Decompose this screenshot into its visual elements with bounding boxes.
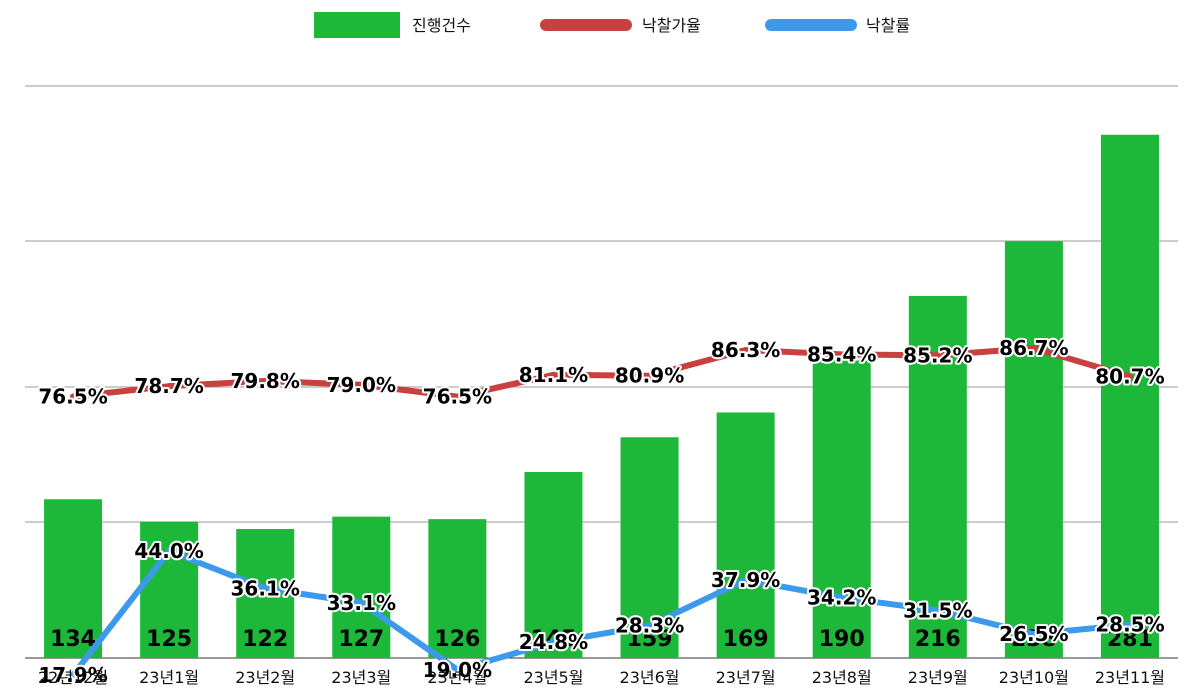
x-axis-ticks: 22년12월 23년1월 23년2월 23년3월 23년4월 23년5월 23년6월 23년7… <box>38 668 1165 687</box>
gridlines <box>25 85 1178 659</box>
legend-item-2: 낙찰가율 <box>540 16 701 35</box>
bar-23-10- <box>1004 241 1063 659</box>
x-tick-label: 23년1월 <box>139 668 199 687</box>
point-value-label: 44.0% <box>134 539 203 563</box>
line-point <box>454 393 461 400</box>
legend-label: 낙찰가율 <box>642 16 701 35</box>
legend-swatch <box>765 19 857 31</box>
line-point <box>1030 631 1037 638</box>
legend-swatch <box>314 12 400 38</box>
line-point <box>934 607 941 614</box>
point-value-label: 80.9% <box>615 364 684 388</box>
bar-23-11- <box>1100 134 1159 659</box>
line-point <box>742 347 749 354</box>
line-point <box>742 576 749 583</box>
line-point <box>166 383 173 390</box>
point-value-label: 79.0% <box>327 373 396 397</box>
x-tick-label: 23년10월 <box>999 668 1069 687</box>
point-value-label: 33.1% <box>327 591 396 615</box>
line-bid-rate <box>70 345 1133 400</box>
x-tick-label: 23년9월 <box>908 668 968 687</box>
bar-23-7- <box>716 412 775 658</box>
line-point <box>838 351 845 358</box>
point-value-label: 17.9% <box>38 663 107 687</box>
x-tick-label: 23년2월 <box>235 668 295 687</box>
bar-22-12- <box>44 499 103 658</box>
point-value-label: 37.9% <box>711 568 780 592</box>
bar-value-label: 169 <box>723 627 769 652</box>
line-point <box>262 585 269 592</box>
legend-item-3: 낙찰률 <box>765 16 910 35</box>
line-point <box>1030 345 1037 352</box>
bar-23-1- <box>140 521 199 658</box>
bar-23-8- <box>812 360 871 658</box>
point-value-label: 76.5% <box>38 385 107 409</box>
line-point <box>70 671 77 678</box>
point-value-label: 76.5% <box>423 385 492 409</box>
legend-swatch <box>540 19 632 31</box>
bar-value-label: 281 <box>1107 627 1153 652</box>
bar-value-label: 122 <box>242 627 288 652</box>
bar-23-3- <box>332 516 391 658</box>
line-point <box>262 377 269 384</box>
legend: 진행건수 낙찰가율 낙찰률 <box>314 12 910 38</box>
point-value-label: 79.8% <box>231 369 300 393</box>
x-tick-label: 23년6월 <box>620 668 680 687</box>
point-value-label: 36.1% <box>231 577 300 601</box>
bar-value-label: 126 <box>434 627 480 652</box>
point-value-label: 31.5% <box>903 598 972 622</box>
line-win-rate <box>70 548 1133 678</box>
x-tick-label: 23년4월 <box>427 668 487 687</box>
bar-series: 134125122127126145159169190216238281 <box>44 134 1159 659</box>
x-tick-label: 23년3월 <box>331 668 391 687</box>
line-series: 76.5% 78.7% 79.8% 79.0% 76.5% 81.1% 80.9% 86.3%… <box>36 334 1166 689</box>
line-point <box>550 371 557 378</box>
point-value-label: 85.4% <box>807 342 876 366</box>
bar-value-label: 125 <box>146 627 192 652</box>
x-tick-label: 23년11월 <box>1095 668 1165 687</box>
line-point <box>646 372 653 379</box>
point-value-label: 34.2% <box>807 586 876 610</box>
legend-label: 진행건수 <box>412 16 471 35</box>
bar-23-6- <box>620 437 679 658</box>
point-value-label: 80.7% <box>1095 365 1164 389</box>
point-value-label: 28.3% <box>615 614 684 638</box>
x-tick-label: 23년5월 <box>523 668 583 687</box>
line-point <box>550 639 557 646</box>
line-point <box>838 594 845 601</box>
line-point <box>1126 621 1133 628</box>
line-point <box>70 393 77 400</box>
legend-item-1: 진행건수 <box>314 12 471 38</box>
bar-value-label: 127 <box>338 627 384 652</box>
line-point <box>358 381 365 388</box>
point-value-label: 78.7% <box>134 374 203 398</box>
bar-value-label: 190 <box>819 627 865 652</box>
line-point <box>646 622 653 629</box>
point-value-label: 19.0% <box>423 658 492 682</box>
legend-label: 낙찰률 <box>866 16 910 35</box>
point-value-label: 81.1% <box>519 363 588 387</box>
line-point <box>454 666 461 673</box>
bar-value-label: 216 <box>915 627 961 652</box>
point-value-label: 26.5% <box>999 622 1068 646</box>
point-value-label: 24.8% <box>519 630 588 654</box>
bar-value-label: 134 <box>50 627 96 652</box>
point-value-label: 28.5% <box>1095 613 1164 637</box>
bar-23-4- <box>428 519 487 658</box>
point-value-label: 86.3% <box>711 338 780 362</box>
x-tick-label: 23년8월 <box>812 668 872 687</box>
x-tick-label: 22년12월 <box>38 668 108 687</box>
point-value-label: 85.2% <box>903 343 972 367</box>
bar-23-5- <box>524 472 583 658</box>
line-point <box>1126 373 1133 380</box>
x-tick-label: 23년7월 <box>716 668 776 687</box>
line-point <box>358 599 365 606</box>
line-point <box>166 548 173 554</box>
line-point <box>934 352 941 359</box>
point-value-label: 86.7% <box>999 336 1068 360</box>
